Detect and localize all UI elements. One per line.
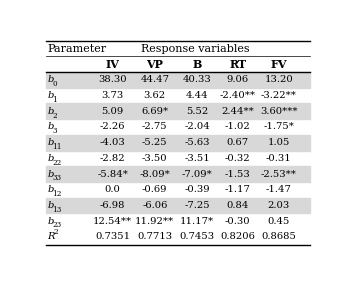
Text: b: b (47, 154, 53, 163)
Text: -3.50: -3.50 (142, 154, 168, 163)
Text: -1.75*: -1.75* (263, 123, 294, 131)
Text: R: R (47, 232, 54, 241)
Text: -5.84*: -5.84* (97, 170, 128, 178)
Text: -3.51: -3.51 (184, 154, 210, 163)
Text: 4.44: 4.44 (186, 91, 208, 100)
Text: 0.84: 0.84 (227, 201, 249, 210)
Text: RT: RT (229, 59, 246, 70)
Text: 3: 3 (52, 127, 57, 135)
Text: 1: 1 (52, 96, 57, 104)
Text: -2.04: -2.04 (184, 123, 210, 131)
Text: 0.7713: 0.7713 (137, 232, 172, 241)
Text: -0.32: -0.32 (225, 154, 251, 163)
Text: -5.63: -5.63 (184, 138, 210, 147)
Text: 0.7351: 0.7351 (95, 232, 130, 241)
Text: -2.40**: -2.40** (220, 91, 256, 100)
Text: 2: 2 (52, 112, 57, 120)
Text: -1.17: -1.17 (225, 185, 251, 194)
Text: 40.33: 40.33 (183, 76, 211, 84)
Text: -0.69: -0.69 (142, 185, 168, 194)
Text: -7.25: -7.25 (184, 201, 210, 210)
Text: IV: IV (106, 59, 120, 70)
Text: -2.26: -2.26 (100, 123, 125, 131)
Text: 38.30: 38.30 (98, 76, 127, 84)
Text: 13: 13 (52, 206, 62, 214)
Text: 0.45: 0.45 (268, 217, 290, 225)
Text: 0.67: 0.67 (227, 138, 249, 147)
Text: FV: FV (270, 59, 287, 70)
Text: 5.52: 5.52 (186, 107, 208, 116)
Text: -1.02: -1.02 (225, 123, 251, 131)
Text: -1.47: -1.47 (266, 185, 291, 194)
Text: 13.20: 13.20 (264, 76, 293, 84)
Text: 11.17*: 11.17* (180, 217, 214, 225)
Text: b: b (47, 138, 53, 147)
Text: b: b (47, 123, 53, 131)
Text: 2: 2 (53, 228, 58, 236)
Text: 0.8685: 0.8685 (261, 232, 296, 241)
Text: -0.30: -0.30 (225, 217, 251, 225)
Text: -8.09*: -8.09* (139, 170, 170, 178)
Text: Parameter: Parameter (47, 44, 106, 54)
Text: b: b (47, 217, 53, 225)
Text: 22: 22 (52, 159, 62, 167)
Text: VP: VP (146, 59, 163, 70)
Text: -2.53**: -2.53** (261, 170, 297, 178)
Text: -4.03: -4.03 (100, 138, 126, 147)
Text: b: b (47, 201, 53, 210)
Text: 3.60***: 3.60*** (260, 107, 297, 116)
Text: 11.92**: 11.92** (135, 217, 174, 225)
Text: 12: 12 (52, 190, 62, 198)
Text: b: b (47, 170, 53, 178)
Text: -5.25: -5.25 (142, 138, 168, 147)
Bar (46, 198, 310, 213)
Text: Response variables: Response variables (141, 44, 250, 54)
Bar (46, 166, 310, 182)
Bar (46, 135, 310, 150)
Text: 0.0: 0.0 (105, 185, 120, 194)
Text: B: B (192, 59, 202, 70)
Text: -6.98: -6.98 (100, 201, 125, 210)
Text: -3.22**: -3.22** (261, 91, 297, 100)
Text: 3.73: 3.73 (101, 91, 124, 100)
Text: -2.82: -2.82 (100, 154, 125, 163)
Text: b: b (47, 107, 53, 116)
Text: 33: 33 (52, 174, 61, 182)
Text: 6.69*: 6.69* (141, 107, 168, 116)
Text: 44.47: 44.47 (140, 76, 169, 84)
Text: -6.06: -6.06 (142, 201, 168, 210)
Text: b: b (47, 76, 53, 84)
Text: 0.8206: 0.8206 (220, 232, 255, 241)
Text: 9.06: 9.06 (227, 76, 249, 84)
Text: -1.53: -1.53 (225, 170, 251, 178)
Text: 2.44**: 2.44** (221, 107, 254, 116)
Bar (46, 72, 310, 88)
Text: b: b (47, 185, 53, 194)
Text: -0.39: -0.39 (184, 185, 210, 194)
Text: -0.31: -0.31 (266, 154, 291, 163)
Text: 12.54**: 12.54** (93, 217, 132, 225)
Text: 3.62: 3.62 (144, 91, 166, 100)
Text: 2.03: 2.03 (268, 201, 290, 210)
Text: 0: 0 (52, 80, 57, 88)
Text: 11: 11 (52, 143, 62, 151)
Bar (46, 103, 310, 119)
Text: -7.09*: -7.09* (181, 170, 212, 178)
Text: 1.05: 1.05 (268, 138, 290, 147)
Text: 23: 23 (52, 221, 62, 229)
Text: -2.75: -2.75 (142, 123, 168, 131)
Text: b: b (47, 91, 53, 100)
Text: 0.7453: 0.7453 (179, 232, 214, 241)
Text: 5.09: 5.09 (101, 107, 124, 116)
